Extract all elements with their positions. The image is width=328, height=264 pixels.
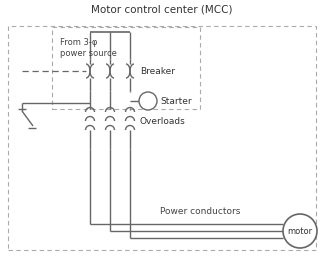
- Text: Power conductors: Power conductors: [160, 208, 240, 216]
- Text: Overloads: Overloads: [140, 116, 186, 125]
- Circle shape: [139, 92, 157, 110]
- Text: motor: motor: [287, 227, 313, 235]
- Text: Breaker: Breaker: [140, 67, 175, 76]
- Text: Starter: Starter: [160, 97, 192, 106]
- Text: From 3-φ
power source: From 3-φ power source: [60, 38, 117, 58]
- Circle shape: [283, 214, 317, 248]
- Bar: [8, 26, 316, 250]
- Text: Motor control center (MCC): Motor control center (MCC): [91, 5, 233, 15]
- Bar: [52, 27, 200, 109]
